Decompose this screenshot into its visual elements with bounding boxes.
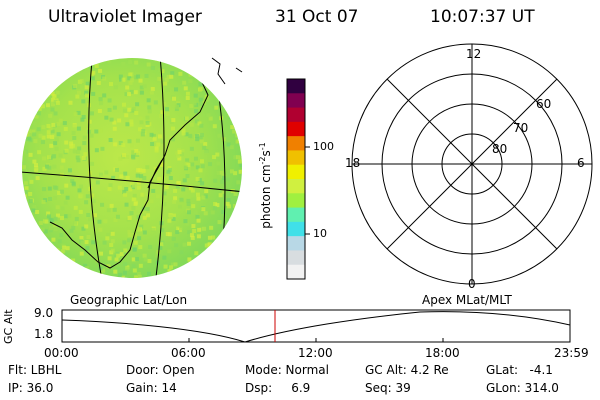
apex-grid-label: Apex MLat/MLT (422, 293, 512, 307)
mlt-label-6: 6 (577, 156, 585, 170)
status-door: Door: Open (126, 363, 195, 377)
colorbar-segment (287, 179, 305, 194)
orbit-y-min: 1.8 (34, 327, 54, 341)
polar-grid (351, 43, 593, 285)
orbit-x-tick-0: 00:00 (44, 346, 79, 360)
colorbar-unit-label: photon cm-2s-1 (257, 142, 273, 229)
uv-earth-image (22, 57, 243, 278)
status-glon: GLon: 314.0 (486, 381, 559, 395)
mlt-label-12: 12 (466, 47, 482, 61)
colorbar-segment (287, 150, 305, 166)
colorbar-segment (287, 121, 305, 137)
orbit-x-tick-1: 06:00 (171, 346, 206, 360)
observation-date: 31 Oct 07 (275, 7, 359, 27)
geographic-grid-label: Geographic Lat/Lon (70, 293, 188, 307)
colorbar (286, 78, 306, 280)
orbit-x-tick-2: 12:00 (298, 346, 333, 360)
mlat-label-70: 70 (513, 121, 529, 135)
orbit-x-tick-4: 23:59 (554, 346, 589, 360)
orbit-y-max: 9.0 (34, 306, 54, 320)
orbit-axis-title: GC Alt (2, 309, 15, 344)
longitude-line (88, 59, 103, 278)
colorbar-segment (287, 221, 305, 237)
status-mode: Mode: Normal (245, 363, 329, 377)
colorbar-segment (287, 250, 305, 266)
mlt-label-18: 18 (345, 156, 361, 170)
status-ip: IP: 36.0 (8, 381, 54, 395)
colorbar-label-10: 10 (313, 227, 327, 240)
observation-time: 10:07:37 UT (430, 7, 535, 27)
mlat-label-60: 60 (536, 97, 552, 111)
status-glat: GLat: -4.1 (486, 363, 553, 377)
colorbar-segment (287, 93, 305, 109)
colorbar-segment (287, 164, 305, 180)
colorbar-label-100: 100 (313, 140, 334, 153)
orbit-x-ticks (61, 338, 571, 342)
mlat-label-80: 80 (492, 142, 508, 156)
mlt-diagonal (386, 78, 558, 250)
altitude-curve (61, 311, 571, 343)
colorbar-segment (287, 193, 305, 209)
colorbar-segment (287, 207, 305, 223)
orbit-x-tick-3: 18:00 (425, 346, 460, 360)
colorbar-segment (287, 236, 305, 251)
status-gain: Gain: 14 (126, 381, 177, 395)
colorbar-segment (287, 264, 305, 280)
colorbar-segment (287, 107, 305, 123)
latitude-line (22, 171, 242, 193)
status-filter: Flt: LBHL (8, 363, 62, 377)
status-gc-alt: GC Alt: 4.2 Re (365, 363, 449, 377)
colorbar-segment (287, 79, 305, 94)
colorbar-segment (287, 136, 305, 151)
status-seq: Seq: 39 (365, 381, 411, 395)
longitude-line (154, 58, 165, 278)
status-dsp: Dsp: 6.9 (245, 381, 311, 395)
mlt-label-0: 0 (468, 277, 476, 291)
orbit-plot (61, 309, 571, 343)
app-title: Ultraviolet Imager (48, 7, 202, 27)
